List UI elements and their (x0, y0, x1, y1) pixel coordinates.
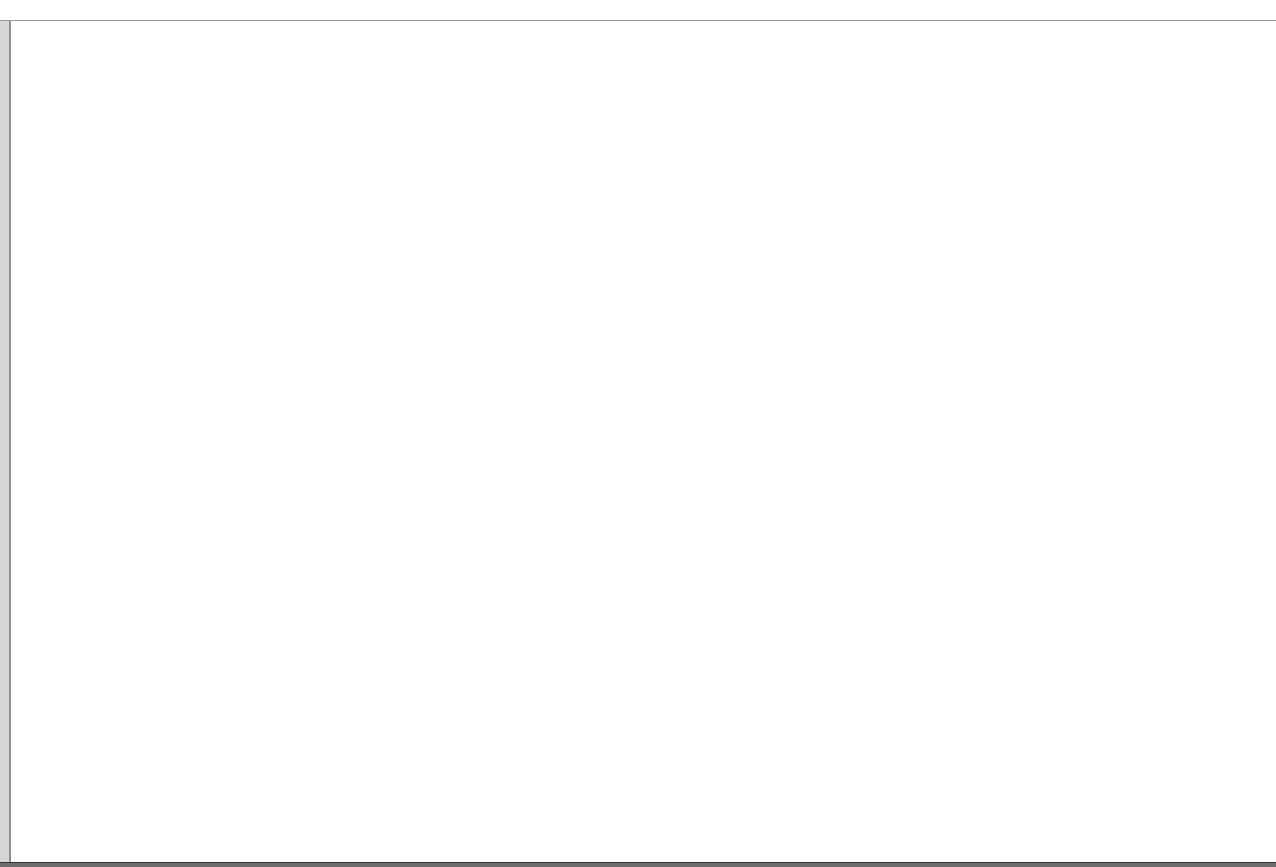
window-edge-left (0, 0, 11, 867)
window-edge-bottom (0, 862, 1276, 867)
title-bar (0, 0, 1276, 21)
